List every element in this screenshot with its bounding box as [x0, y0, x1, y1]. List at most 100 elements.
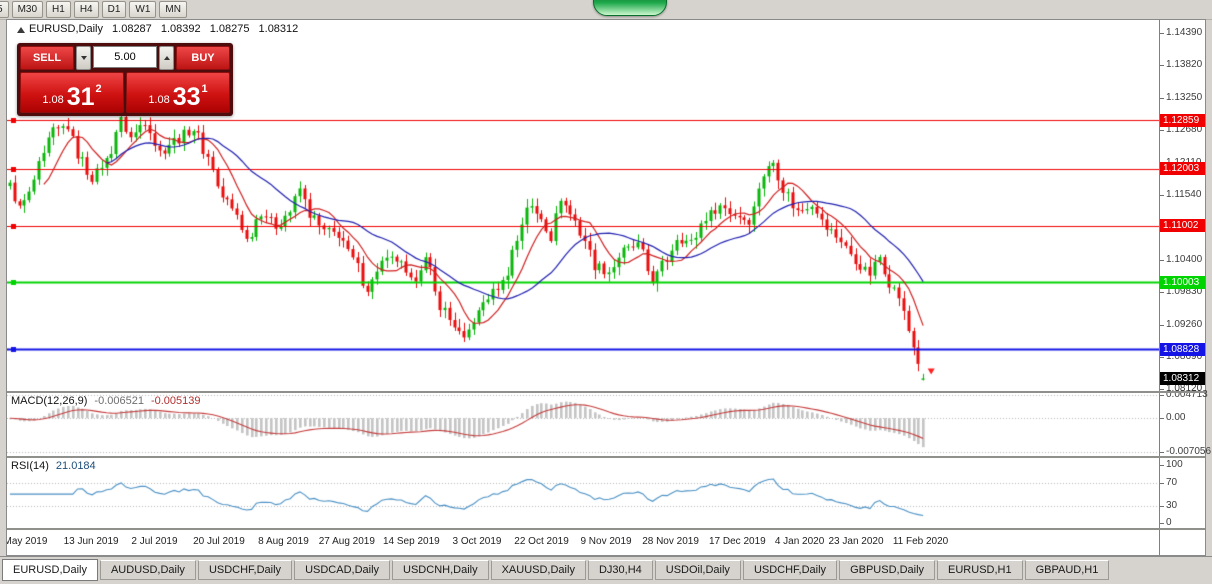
time-axis-label: 20 Jul 2019 — [193, 536, 245, 547]
level-price-label: 1.11002 — [1160, 219, 1205, 233]
price-axis-tick — [1160, 356, 1164, 358]
price-axis-tick-label: 1.11540 — [1166, 188, 1202, 200]
chart-tab-eurusd-h1[interactable]: EURUSD,H1 — [937, 560, 1023, 580]
time-axis-label: 28 Nov 2019 — [642, 536, 699, 547]
chart-tab-eurusd-daily[interactable]: EURUSD,Daily — [2, 559, 98, 581]
arrow-down-icon — [80, 56, 87, 60]
one-click-collapse-icon[interactable] — [17, 27, 25, 33]
chart-ohlc-header: EURUSD,Daily 1.08287 1.08392 1.08275 1.0… — [29, 23, 304, 35]
ohlc-low: 1.08275 — [209, 23, 250, 35]
price-axis-tick — [1160, 194, 1164, 196]
time-axis-label: 22 Oct 2019 — [514, 536, 569, 547]
timeframe-button-h4[interactable]: H4 — [73, 1, 99, 18]
chart-tab-dj30-h4[interactable]: DJ30,H4 — [587, 560, 653, 580]
rsi-axis-tick — [1160, 505, 1164, 507]
buy-price-big: 33 — [172, 83, 201, 111]
rsi-label: RSI(14) 21.0184 — [11, 460, 96, 472]
price-axis-tick-label: 1.08120 — [1166, 383, 1203, 395]
price-axis-tick-label: 1.08690 — [1166, 350, 1203, 362]
macd-label: MACD(12,26,9) -0.006521 -0.005139 — [11, 395, 201, 407]
volume-decrease-button[interactable] — [76, 46, 91, 70]
chart-tab-usdcad-daily[interactable]: USDCAD,Daily — [294, 560, 391, 580]
timeframe-button-h1[interactable]: H1 — [46, 1, 71, 18]
chart-tab-gbpusd-daily[interactable]: GBPUSD,Daily — [839, 560, 936, 580]
timeframe-buttons: 5M30H1H4D1W1MN — [0, 0, 190, 19]
price-axis-tick — [1160, 65, 1164, 67]
chart-tab-usdchf-daily[interactable]: USDCHF,Daily — [197, 560, 293, 580]
macd-main-value: -0.006521 — [94, 395, 144, 407]
time-axis-label: 2 Jul 2019 — [131, 536, 178, 547]
price-axis-tick — [1160, 130, 1164, 132]
timeframe-button-m30[interactable]: M30 — [11, 1, 44, 18]
time-axis-label: 14 Sep 2019 — [382, 536, 440, 547]
rsi-axis-label: 70 — [1166, 476, 1178, 488]
rsi-axis-label: 30 — [1166, 499, 1178, 511]
rsi-axis-tick — [1160, 523, 1164, 525]
rsi-indicator-canvas[interactable] — [7, 458, 1159, 528]
sell-price-pip: 2 — [95, 83, 102, 95]
price-axis-tick — [1160, 292, 1164, 294]
buy-button[interactable]: BUY — [176, 46, 230, 70]
green-oval-button[interactable] — [593, 0, 667, 16]
time-axis[interactable]: 25 May 2019 13 Jun 2019 2 Jul 2019 20 Jul 2… — [7, 530, 1159, 555]
price-axis-tick-label: 1.13820 — [1166, 59, 1203, 71]
price-axis-tick — [1160, 33, 1164, 35]
pane-splitter[interactable] — [7, 391, 1205, 393]
macd-title: MACD(12,26,9) — [11, 395, 88, 407]
rsi-axis-tick — [1160, 465, 1164, 466]
price-axis-tick-label: 1.10400 — [1166, 253, 1203, 265]
sell-button[interactable]: SELL — [20, 46, 74, 70]
trade-controls-row: SELL BUY — [20, 46, 230, 70]
ohlc-close: 1.08312 — [258, 23, 299, 35]
volume-input[interactable] — [93, 46, 157, 68]
buy-price-display: 1.08 33 1 — [126, 72, 230, 113]
macd-indicator-canvas[interactable] — [7, 393, 1159, 456]
pane-splitter[interactable] — [7, 456, 1205, 458]
chart-tab-xauusd-daily[interactable]: XAUUSD,Daily — [490, 560, 586, 580]
price-axis-tick-label: 1.14390 — [1166, 27, 1203, 39]
chart-tab-usdcnh-daily[interactable]: USDCNH,Daily — [392, 560, 489, 580]
macd-axis-tick — [1160, 418, 1164, 420]
chart-plot-area: 25 May 2019 13 Jun 2019 2 Jul 2019 20 Jul 2… — [7, 20, 1159, 555]
level-price-label: 1.12859 — [1160, 113, 1205, 127]
chart-tabs-bar: EURUSD,Daily AUDUSD,Daily USDCHF,Daily USDC… — [0, 556, 1212, 584]
macd-signal-value: -0.005139 — [150, 395, 201, 407]
time-axis-label: 13 Jun 2019 — [63, 536, 119, 547]
pane-splitter[interactable] — [7, 528, 1205, 530]
price-axis-tick-label: 1.09830 — [1166, 286, 1203, 298]
price-axis-tick — [1160, 97, 1164, 99]
buy-price-pip: 1 — [201, 83, 208, 95]
timeframe-button-5[interactable]: 5 — [0, 1, 9, 18]
price-axis-tick-label: 1.12680 — [1166, 124, 1203, 136]
price-axis-tick — [1160, 259, 1164, 261]
price-axis-tick-label: 1.13250 — [1166, 91, 1203, 103]
level-price-label: 1.10003 — [1160, 275, 1205, 289]
sell-price-big: 31 — [66, 83, 95, 111]
buy-price-prefix: 1.08 — [148, 94, 170, 106]
timeframe-button-w1[interactable]: W1 — [129, 1, 157, 18]
rsi-title: RSI(14) — [11, 460, 49, 472]
time-axis-label: 9 Nov 2019 — [580, 536, 632, 547]
timeframe-button-mn[interactable]: MN — [159, 1, 187, 18]
macd-axis-label: 0.00 — [1166, 412, 1186, 424]
chart-tab-usdchf-daily[interactable]: USDCHF,Daily — [742, 560, 838, 580]
rsi-axis-label: 0 — [1166, 517, 1172, 529]
chart-tab-gbpaud-h1[interactable]: GBPAUD,H1 — [1024, 560, 1110, 580]
time-axis-label: 23 Jan 2020 — [828, 536, 884, 547]
ohlc-open: 1.08287 — [112, 23, 152, 35]
macd-axis-label: 0.004713 — [1166, 389, 1208, 401]
time-axis-label: 4 Jan 2020 — [774, 536, 825, 547]
volume-increase-button[interactable] — [159, 46, 174, 70]
price-axis[interactable]: 1.14390 1.13820 1.13250 1.12680 1.12110 1.115… — [1159, 20, 1211, 555]
one-click-trading-panel: SELL BUY 1.08 31 2 1.08 33 1 — [17, 43, 233, 116]
arrow-up-icon — [163, 56, 170, 60]
price-axis-tick-label: 1.09260 — [1166, 318, 1203, 330]
chart-tab-usdoil-daily[interactable]: USDOil,Daily — [654, 560, 741, 580]
price-axis-tick — [1160, 389, 1164, 391]
chart-symbol-period: EURUSD,Daily — [29, 23, 103, 35]
macd-axis-tick — [1160, 452, 1164, 454]
current-price-label: 1.08312 — [1160, 371, 1205, 385]
chart-tab-audusd-daily[interactable]: AUDUSD,Daily — [99, 560, 196, 580]
rsi-axis-tick — [1160, 482, 1164, 484]
timeframe-button-d1[interactable]: D1 — [101, 1, 127, 18]
